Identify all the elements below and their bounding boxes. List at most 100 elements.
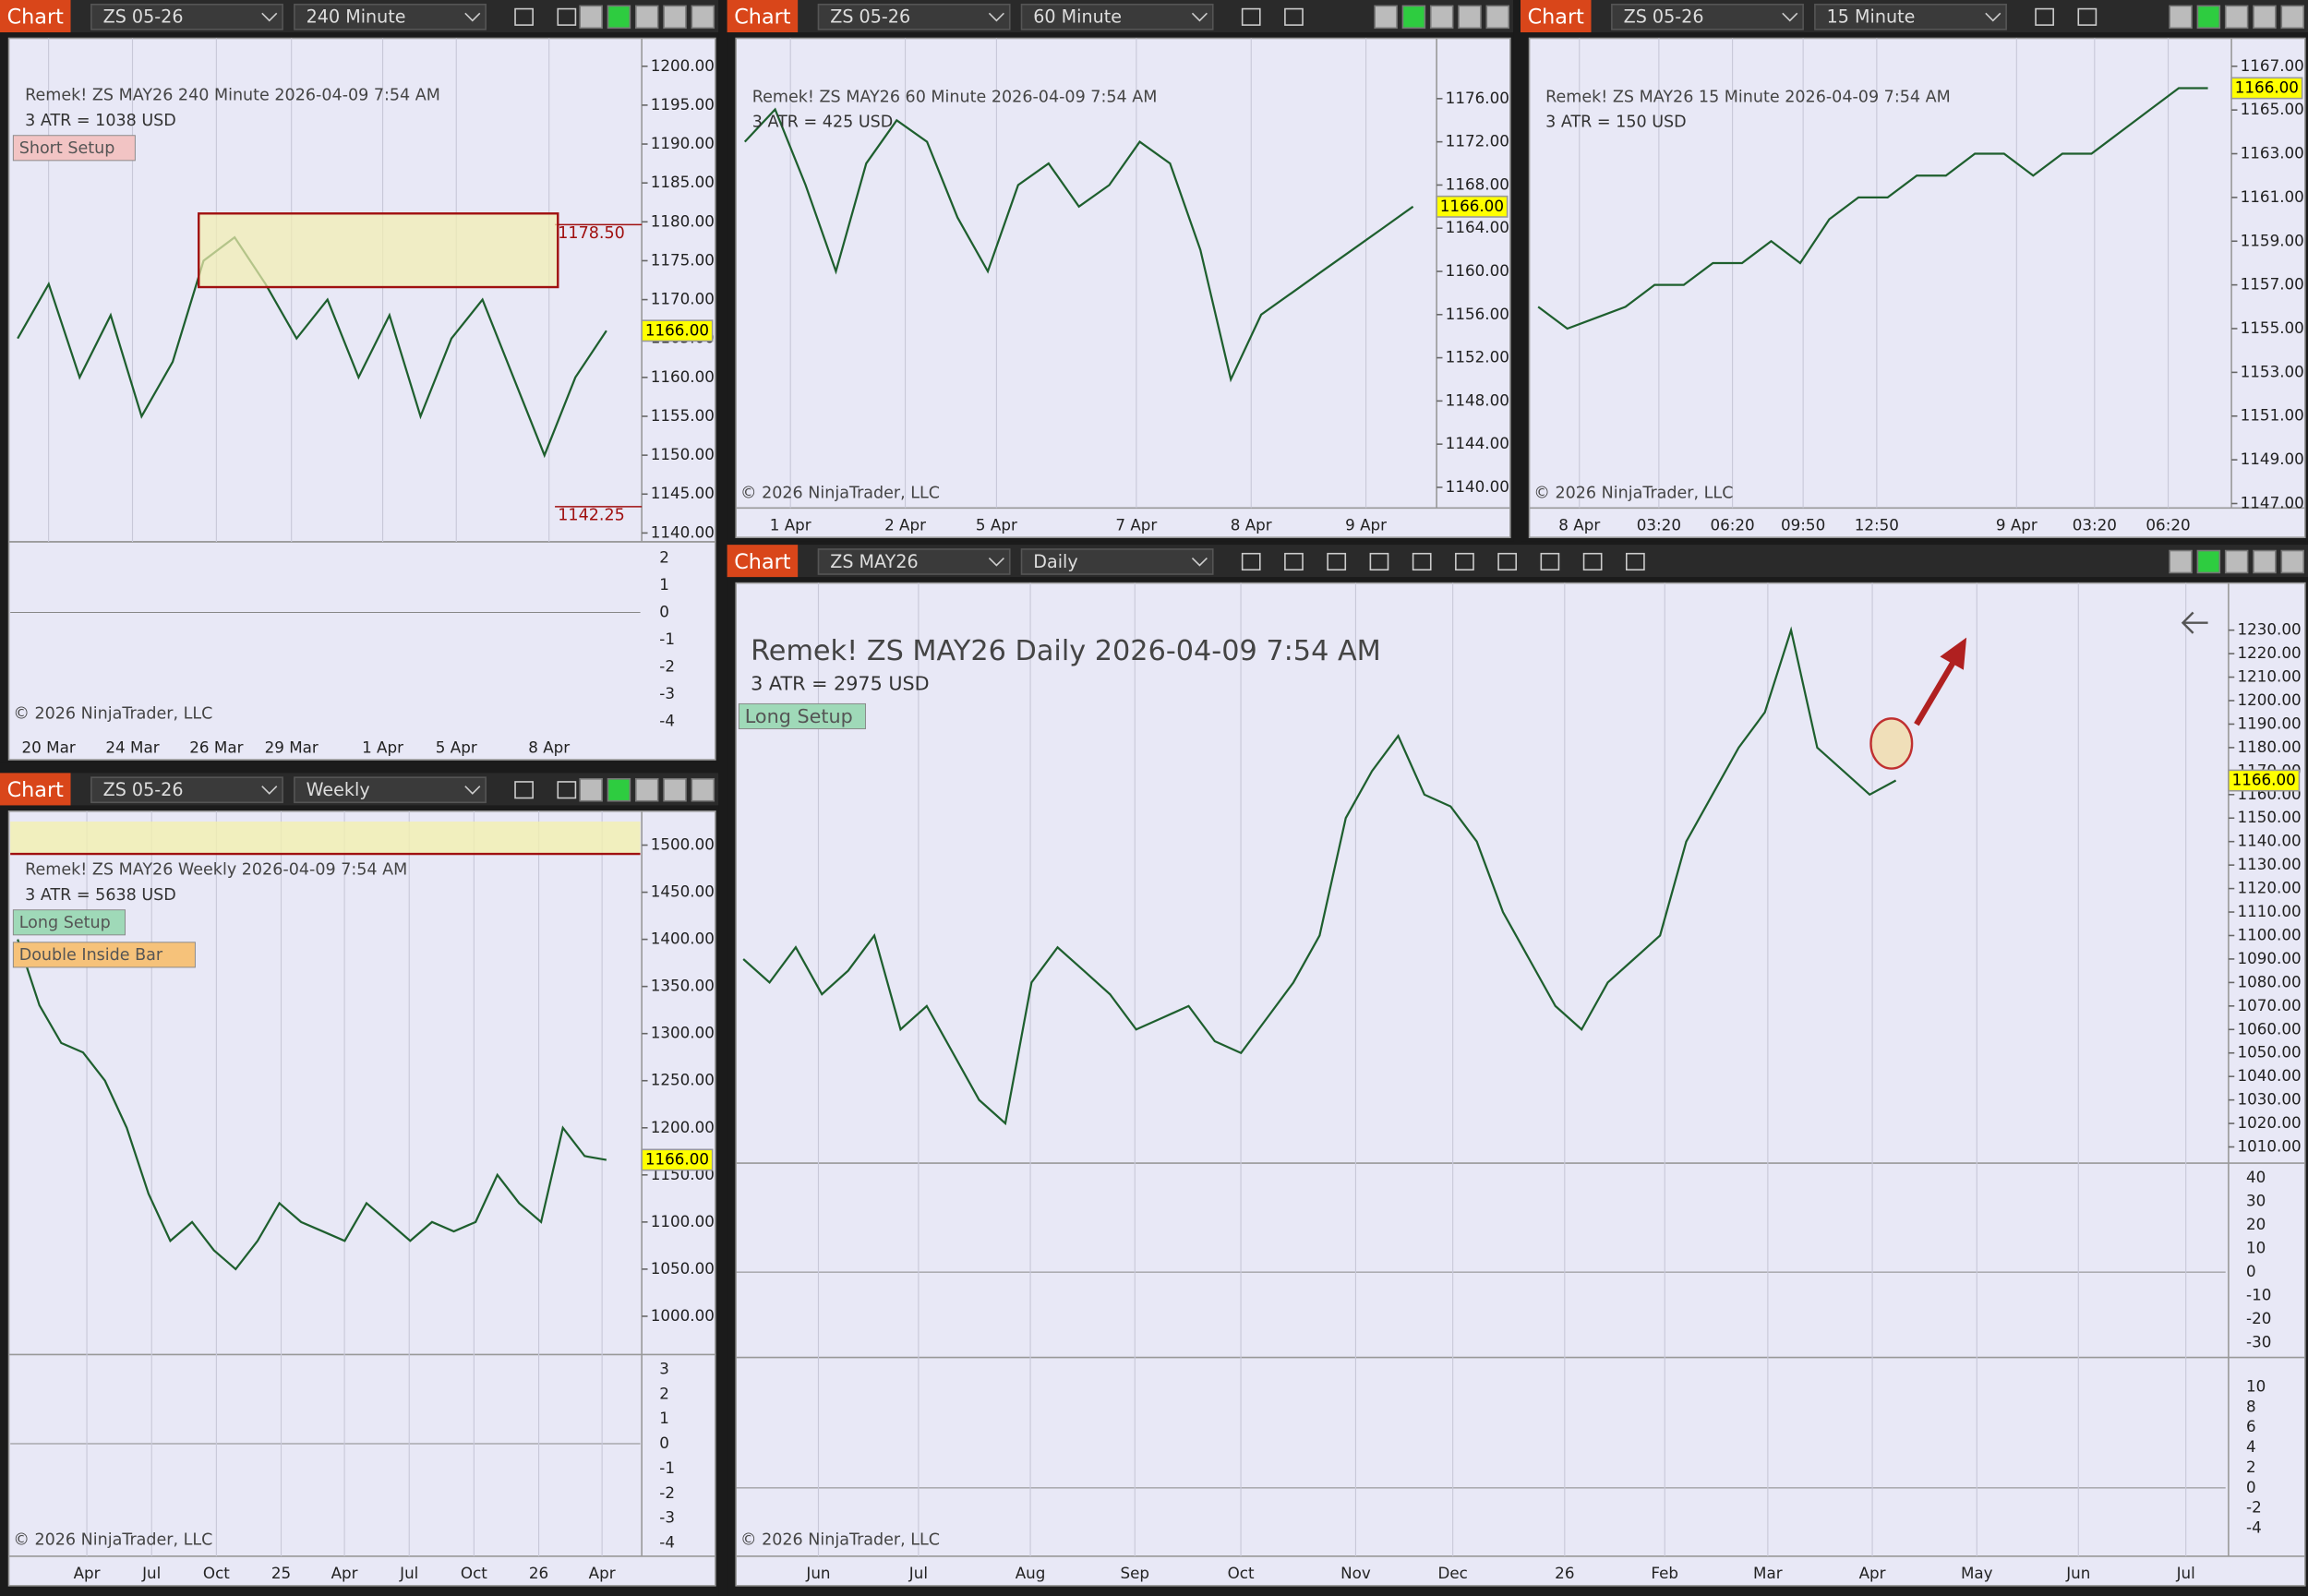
atr-label: 3 ATR = 150 USD (1545, 113, 1687, 131)
dropdown-arrow (261, 12, 278, 22)
chart-tab[interactable] (0, 0, 71, 33)
interval-selector[interactable] (1020, 3, 1214, 30)
tool-icon[interactable] (1412, 552, 1432, 571)
price-tick-label: 1020.00 (2237, 1113, 2301, 1132)
window-button[interactable] (2224, 549, 2249, 574)
window-button[interactable] (663, 777, 687, 802)
dropdown-arrow (1782, 12, 1798, 22)
window-button[interactable] (2253, 549, 2277, 574)
tool-icon[interactable] (1582, 552, 1603, 571)
interval-selector[interactable] (1814, 3, 2007, 30)
price-tick-label: 1250.00 (651, 1071, 715, 1089)
window-button[interactable] (2169, 549, 2193, 574)
window-button[interactable] (579, 777, 603, 802)
instrument-label: ZS MAY26 (830, 551, 918, 572)
window-button[interactable] (607, 5, 631, 30)
instrument-selector[interactable] (90, 3, 283, 30)
instrument-selector[interactable] (90, 776, 283, 804)
window-button[interactable] (663, 5, 687, 30)
price-tick-label: 1220.00 (2237, 643, 2301, 662)
time-tick-label: 03:20 (1637, 515, 1681, 534)
trend-arrow-head (1940, 637, 1967, 670)
setup-badge (738, 702, 866, 730)
interval-label: Weekly (307, 779, 370, 800)
time-tick-label: Oct (461, 1564, 487, 1582)
interval-selector[interactable] (1020, 548, 1214, 575)
tool-icon[interactable] (1369, 552, 1389, 571)
oscillator-tick-label: -4 (659, 1533, 675, 1552)
time-tick-label: Oct (203, 1564, 230, 1582)
atr-label: 3 ATR = 2975 USD (751, 673, 929, 695)
instrument-label: ZS 05-26 (830, 6, 910, 28)
tool-icon[interactable] (1455, 552, 1474, 571)
window-button[interactable] (2196, 5, 2221, 30)
window-button[interactable] (1401, 5, 1426, 30)
window-button[interactable] (2253, 5, 2277, 30)
price-tick-label: 1200.00 (2237, 690, 2301, 709)
window-button[interactable] (2224, 5, 2249, 30)
price-tick-label: 1159.00 (2241, 231, 2304, 249)
instrument-label: ZS 05-26 (103, 779, 184, 800)
price-tick-label: 1070.00 (2237, 996, 2301, 1014)
window-button[interactable] (2280, 5, 2305, 30)
tool-icon[interactable] (2077, 7, 2098, 26)
tool-icon[interactable] (514, 781, 534, 799)
oscillator-tick-label: -4 (2246, 1518, 2262, 1537)
window-button[interactable] (691, 777, 715, 802)
window-button[interactable] (1429, 5, 1454, 30)
window-button[interactable] (2196, 549, 2221, 574)
tool-icon[interactable] (1284, 552, 1304, 571)
tool-icon[interactable] (1241, 7, 1261, 26)
plot-area (735, 37, 1511, 538)
price-line (1537, 87, 2208, 330)
window-button[interactable] (579, 5, 603, 30)
chart-tab[interactable] (727, 545, 799, 578)
price-tick-label: 1160.00 (651, 367, 715, 386)
window-button[interactable] (1485, 5, 1510, 30)
instrument-selector[interactable] (817, 3, 1011, 30)
price-tick-label: 1175.00 (651, 250, 715, 269)
window-button[interactable] (2280, 549, 2305, 574)
tool-icon[interactable] (1241, 552, 1261, 571)
back-arrow[interactable] (2181, 611, 2208, 634)
tool-icon[interactable] (514, 7, 534, 26)
trend-arrow (1914, 657, 1958, 726)
chart-tab[interactable] (1521, 0, 1592, 33)
tool-icon[interactable] (1497, 552, 1518, 571)
interval-selector[interactable] (294, 3, 487, 30)
instrument-selector[interactable] (1611, 3, 1804, 30)
window-button[interactable] (691, 5, 715, 30)
oscillator-tick-label: -3 (659, 1508, 675, 1527)
dropdown-arrow (261, 786, 278, 795)
window-button[interactable] (607, 777, 631, 802)
instrument-selector[interactable] (817, 548, 1011, 575)
oscillator-tick-label: 0 (659, 603, 669, 621)
window-button[interactable] (2169, 5, 2193, 30)
price-tick-label: 1130.00 (2237, 855, 2301, 873)
copyright: © 2026 NinjaTrader, LLC (13, 705, 212, 724)
price-tick-label: 1145.00 (651, 484, 715, 502)
price-tick-label: 1172.00 (1446, 132, 1509, 150)
tool-icon[interactable] (557, 7, 577, 26)
chart-tab[interactable] (727, 0, 799, 33)
oscillator-tick-label: -2 (2246, 1498, 2262, 1517)
tool-icon[interactable] (1327, 552, 1347, 571)
price-tick-label: 1300.00 (651, 1024, 715, 1042)
setup-badge (12, 942, 196, 968)
window-button[interactable] (634, 777, 659, 802)
window-button[interactable] (634, 5, 659, 30)
price-tick-label: 1190.00 (651, 134, 715, 152)
oscillator-tick-label: 2 (659, 1384, 669, 1402)
chart-heading: Remek! ZS MAY26 15 Minute 2026-04-09 7:5… (1545, 88, 1951, 106)
tool-icon[interactable] (1540, 552, 1560, 571)
chart-tab[interactable] (0, 773, 71, 806)
tool-icon[interactable] (1626, 552, 1645, 571)
tool-icon[interactable] (557, 781, 577, 799)
window-button[interactable] (1374, 5, 1398, 30)
oscillator-tick-label: 40 (2246, 1168, 2266, 1186)
tool-icon[interactable] (1284, 7, 1304, 26)
tool-icon[interactable] (2035, 7, 2054, 26)
window-button[interactable] (1458, 5, 1482, 30)
interval-selector[interactable] (294, 776, 487, 804)
price-tick-label: 1160.00 (1446, 261, 1509, 280)
